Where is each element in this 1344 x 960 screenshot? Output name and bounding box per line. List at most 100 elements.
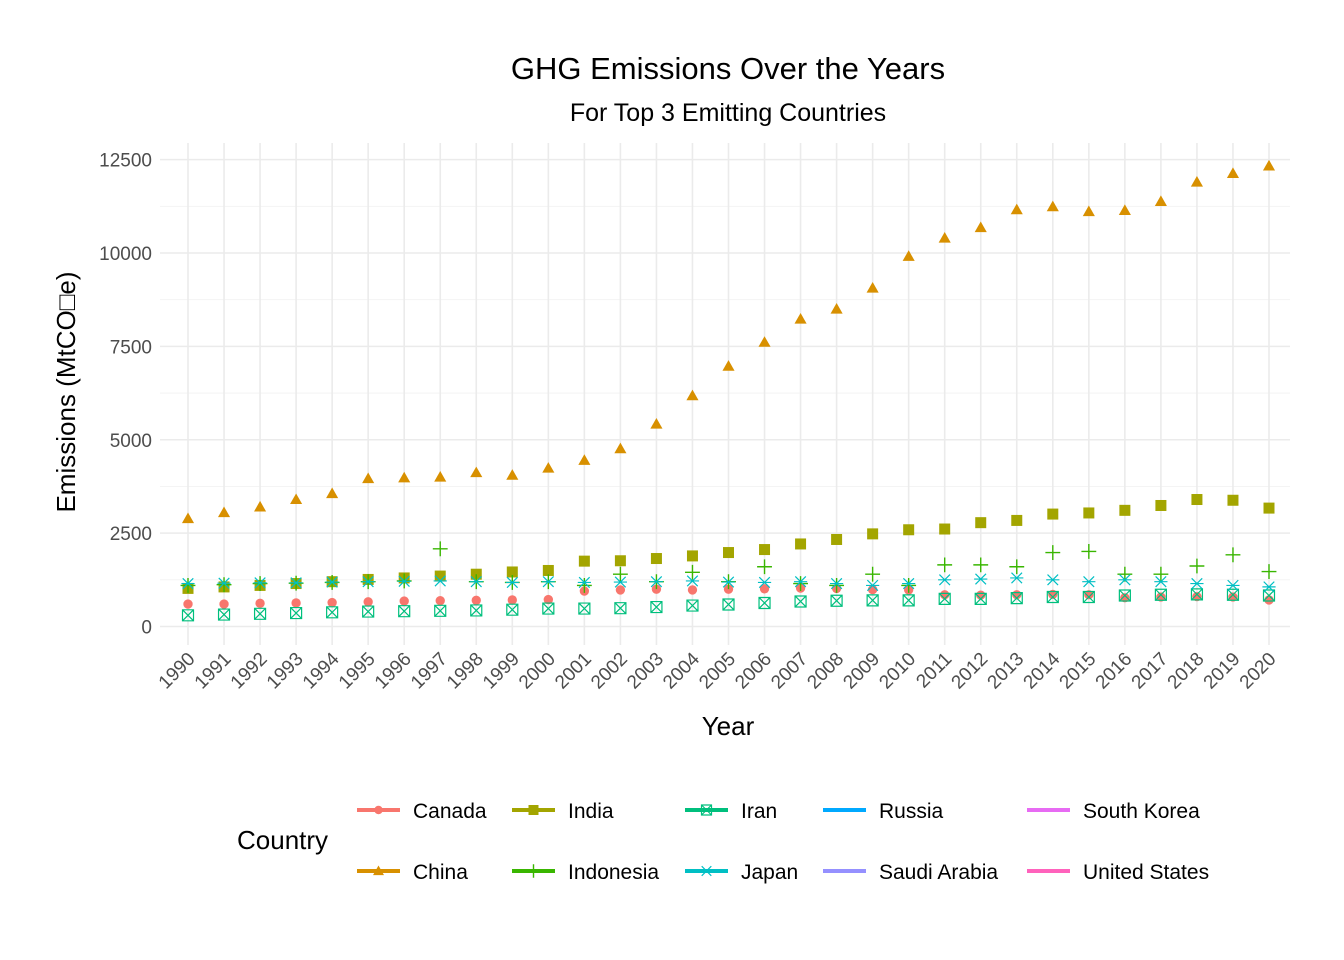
point-india [506,566,518,578]
point-canada [327,597,337,608]
point-japan [253,577,267,589]
point-iran [290,606,303,620]
point-iran [578,602,591,615]
legend-label: Russia [879,800,944,823]
point-iran [866,594,879,607]
point-indonesia [612,566,628,582]
x-tick-label: 1991 [191,649,236,694]
point-iran [1082,590,1095,604]
x-tick-label: 2012 [948,649,993,694]
point-canada [1192,591,1202,602]
point-china [794,313,807,324]
point-canada [1156,592,1166,602]
point-canada [435,596,445,606]
point-iran [794,595,807,608]
point-canada [1264,595,1274,605]
point-indonesia [216,577,232,593]
point-iran [1010,592,1023,605]
y-axis-ticks: 0 2500 5000 7500 10000 12500 [99,151,152,639]
point-canada [759,584,770,594]
y-tick-label: 10000 [99,244,152,265]
point-iran [362,605,375,618]
point-canada [651,584,662,594]
point-japan [1010,572,1024,584]
point-canada [723,584,734,594]
point-iran [398,605,411,618]
point-india [686,550,698,562]
point-china [1262,159,1276,171]
point-japan [902,577,916,590]
y-tick-label: 12500 [99,151,152,172]
point-india [578,555,590,567]
point-canada [1084,590,1094,600]
point-india [542,564,554,576]
point-japan [974,573,988,585]
plot-points [180,159,1277,622]
point-china [1226,167,1240,178]
legend-key-marker [374,805,383,815]
point-china [506,469,519,480]
point-indonesia [1009,559,1025,575]
legend-item-japan: Japan [685,861,798,884]
point-india [1119,504,1131,516]
point-indonesia [1081,544,1097,559]
point-china [217,506,231,518]
point-canada [399,596,409,606]
point-china [290,493,303,505]
x-tick-label: 2015 [1056,649,1101,694]
point-china [974,221,987,233]
point-china [578,454,591,465]
legend-item-united-states: United States [1027,861,1209,884]
point-iran [1046,590,1059,604]
point-china [830,302,843,314]
point-indonesia [1045,545,1061,560]
point-iran [686,599,699,612]
point-india [1155,499,1167,511]
legend-key-marker [373,865,384,876]
point-indonesia [1189,558,1205,574]
point-china [181,512,195,524]
point-japan [1046,574,1060,586]
point-canada [687,585,698,595]
point-indonesia [432,541,448,557]
point-india [1047,508,1059,520]
plot-grid [160,143,1290,645]
point-iran [434,604,447,617]
point-iran [938,592,951,605]
legend-item-china: China [357,861,468,884]
legend-item-canada: Canada [357,800,487,823]
legend-item-india: India [512,800,614,823]
y-tick-label: 2500 [110,524,152,545]
point-canada [1120,593,1130,603]
point-indonesia [973,557,989,573]
legend-item-south-korea: South Korea [1027,800,1200,823]
point-japan [649,575,664,588]
point-china [722,360,735,371]
x-tick-label: 2003 [623,649,668,694]
y-tick-label: 0 [141,618,152,639]
x-axis-label: Year [702,711,755,741]
x-tick-label: 1990 [155,649,200,694]
point-japan [289,577,303,589]
point-iran [542,602,555,615]
x-tick-label: 2004 [659,648,704,693]
x-tick-label: 1998 [443,649,488,694]
point-india [975,517,987,529]
point-india [1083,507,1095,519]
x-tick-label: 1999 [479,649,524,694]
point-japan [721,576,736,588]
point-japan [866,579,880,592]
x-tick-label: 2006 [731,649,776,694]
point-india [723,547,734,559]
point-china [1010,203,1023,215]
x-tick-label: 2016 [1092,649,1137,694]
x-tick-label: 2009 [839,649,884,694]
x-tick-label: 2010 [875,649,920,694]
point-india [1191,494,1203,506]
point-japan [938,574,952,586]
legend-label: United States [1083,861,1209,884]
point-japan [217,577,231,589]
point-india [759,544,771,556]
point-china [902,250,915,261]
point-china [1190,175,1203,187]
